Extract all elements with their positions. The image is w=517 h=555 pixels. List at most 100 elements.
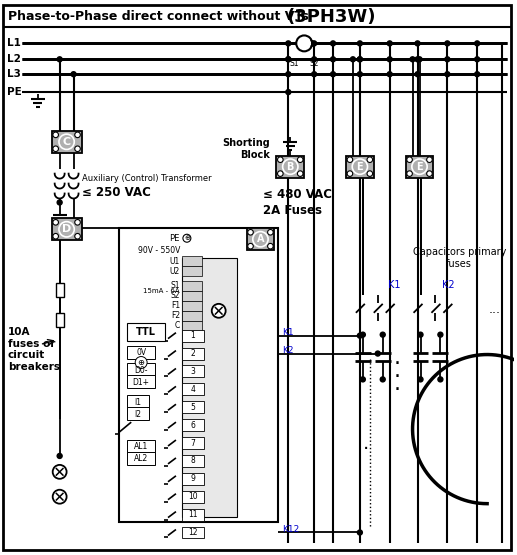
Text: L1: L1 (7, 38, 21, 48)
Bar (56, 313, 64, 327)
Circle shape (75, 132, 80, 138)
Circle shape (380, 332, 385, 337)
Text: 1: 1 (190, 331, 195, 340)
Circle shape (375, 351, 380, 356)
Text: K2: K2 (282, 346, 294, 355)
Bar (182, 281, 202, 291)
Text: F1: F1 (171, 301, 180, 310)
Text: Capacitors primary
fuses: Capacitors primary fuses (413, 248, 506, 269)
Text: B: B (286, 162, 294, 171)
Circle shape (410, 57, 415, 62)
Circle shape (248, 244, 253, 249)
Text: 12: 12 (188, 528, 197, 537)
Text: D0-: D0- (134, 366, 148, 375)
Text: ⊕: ⊕ (138, 358, 145, 367)
Circle shape (438, 377, 443, 382)
Circle shape (312, 72, 316, 77)
Bar (127, 346, 155, 359)
Circle shape (330, 72, 336, 77)
Circle shape (427, 157, 432, 163)
Bar (182, 266, 202, 276)
Bar (127, 375, 155, 388)
Circle shape (286, 72, 291, 77)
Circle shape (445, 57, 450, 62)
Text: ·: · (393, 367, 400, 387)
Text: ≤ 250 VAC: ≤ 250 VAC (82, 186, 150, 199)
Text: S2: S2 (171, 291, 180, 300)
Bar (182, 473, 204, 485)
Circle shape (387, 57, 392, 62)
Text: AL2: AL2 (134, 455, 148, 463)
Text: U2: U2 (170, 266, 180, 275)
Circle shape (347, 157, 353, 163)
Bar (182, 455, 204, 467)
Text: AL1: AL1 (134, 442, 148, 452)
Circle shape (347, 171, 353, 176)
Circle shape (357, 333, 362, 338)
Circle shape (53, 490, 67, 503)
Circle shape (357, 530, 362, 535)
Text: PE: PE (170, 234, 180, 243)
Circle shape (415, 41, 420, 46)
Circle shape (418, 377, 423, 382)
Circle shape (183, 234, 191, 242)
Circle shape (475, 72, 480, 77)
Circle shape (360, 332, 366, 337)
Circle shape (296, 36, 312, 52)
Text: 8: 8 (190, 456, 195, 466)
Circle shape (248, 229, 253, 235)
Text: K2: K2 (443, 280, 455, 290)
Bar (277, 156, 304, 178)
Circle shape (351, 57, 355, 62)
Text: I2: I2 (135, 410, 142, 418)
Bar (182, 401, 204, 413)
Bar (182, 527, 204, 538)
Circle shape (135, 356, 147, 369)
Circle shape (75, 234, 80, 239)
Bar (52, 218, 82, 240)
Bar (127, 440, 155, 453)
Circle shape (268, 244, 273, 249)
Text: 6: 6 (190, 421, 195, 430)
Circle shape (475, 57, 480, 62)
Circle shape (407, 157, 413, 163)
Circle shape (312, 57, 316, 62)
Bar (247, 228, 275, 250)
Text: 10: 10 (188, 492, 197, 501)
Text: TTL: TTL (136, 327, 156, 337)
Text: L3: L3 (7, 69, 21, 79)
Bar (182, 491, 204, 503)
Text: 2: 2 (190, 349, 195, 358)
Circle shape (286, 57, 291, 62)
Text: D1+: D1+ (133, 378, 149, 387)
Bar (182, 419, 204, 431)
Bar (346, 156, 374, 178)
Bar (182, 321, 202, 331)
Bar (127, 407, 149, 420)
Circle shape (53, 465, 67, 479)
Bar (182, 301, 202, 311)
Text: Auxiliary (Control) Transformer: Auxiliary (Control) Transformer (82, 174, 211, 183)
Text: C: C (175, 321, 180, 330)
Text: 15mA - 6A: 15mA - 6A (143, 288, 180, 294)
Text: 4: 4 (190, 385, 195, 394)
Circle shape (357, 41, 362, 46)
Text: E: E (416, 162, 423, 171)
Circle shape (286, 41, 291, 46)
Text: ⊕: ⊕ (184, 235, 190, 241)
Circle shape (415, 72, 420, 77)
Bar (182, 256, 202, 266)
Text: 7: 7 (190, 438, 195, 447)
Bar (182, 508, 204, 521)
Circle shape (360, 377, 366, 382)
Bar (127, 452, 155, 465)
Circle shape (53, 146, 58, 152)
Text: 90V - 550V: 90V - 550V (138, 246, 180, 255)
Bar (182, 384, 204, 395)
Text: 9: 9 (190, 475, 195, 483)
Circle shape (212, 304, 225, 318)
Circle shape (53, 132, 58, 138)
Text: (3PH3W): (3PH3W) (286, 8, 376, 26)
Text: 5: 5 (190, 403, 195, 412)
Bar (56, 283, 64, 297)
